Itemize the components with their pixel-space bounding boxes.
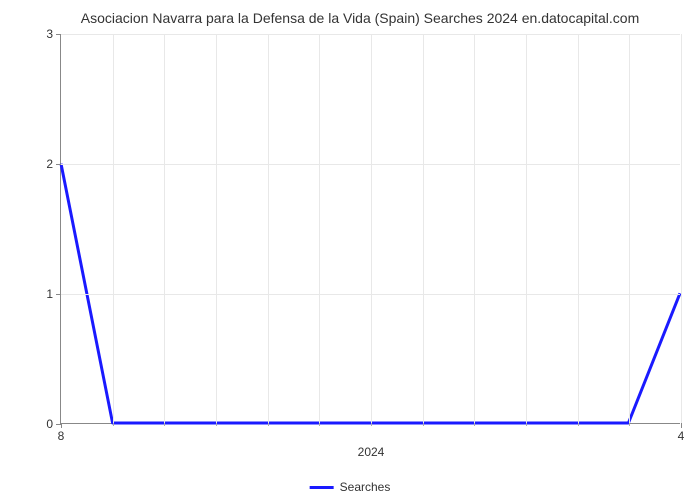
legend-line-swatch [310, 486, 334, 489]
y-tick [56, 294, 61, 295]
y-tick-label: 2 [46, 157, 53, 171]
legend-label: Searches [340, 480, 391, 494]
grid-line-v [319, 34, 320, 423]
x-axis-label: 2024 [358, 445, 385, 459]
grid-line-v [113, 34, 114, 423]
grid-line-v [526, 34, 527, 423]
x-minor-tick [629, 423, 630, 426]
grid-line-v [474, 34, 475, 423]
grid-line-v [371, 34, 372, 423]
y-tick-label: 0 [46, 417, 53, 431]
x-minor-tick [216, 423, 217, 426]
grid-line-v [629, 34, 630, 423]
x-minor-tick [371, 423, 372, 426]
x-minor-tick [526, 423, 527, 426]
x-minor-tick [113, 423, 114, 426]
x-tick-label: 8 [58, 429, 65, 443]
chart-legend: Searches [310, 480, 391, 494]
chart-title: Asociacion Navarra para la Defensa de la… [40, 10, 680, 26]
x-tick-label: 4 [678, 429, 685, 443]
chart-container: Asociacion Navarra para la Defensa de la… [40, 10, 680, 450]
grid-line-v [578, 34, 579, 423]
x-tick [61, 423, 62, 428]
x-minor-tick [268, 423, 269, 426]
x-minor-tick [164, 423, 165, 426]
y-tick-label: 1 [46, 287, 53, 301]
grid-line-v [164, 34, 165, 423]
grid-line-v [268, 34, 269, 423]
y-tick [56, 34, 61, 35]
x-minor-tick [474, 423, 475, 426]
y-tick-label: 3 [46, 27, 53, 41]
x-tick [681, 423, 682, 428]
y-tick [56, 164, 61, 165]
x-minor-tick [423, 423, 424, 426]
grid-line-v [681, 34, 682, 423]
plot-area: 0123842024 [60, 34, 680, 424]
grid-line-v [423, 34, 424, 423]
x-minor-tick [319, 423, 320, 426]
x-minor-tick [578, 423, 579, 426]
grid-line-v [216, 34, 217, 423]
